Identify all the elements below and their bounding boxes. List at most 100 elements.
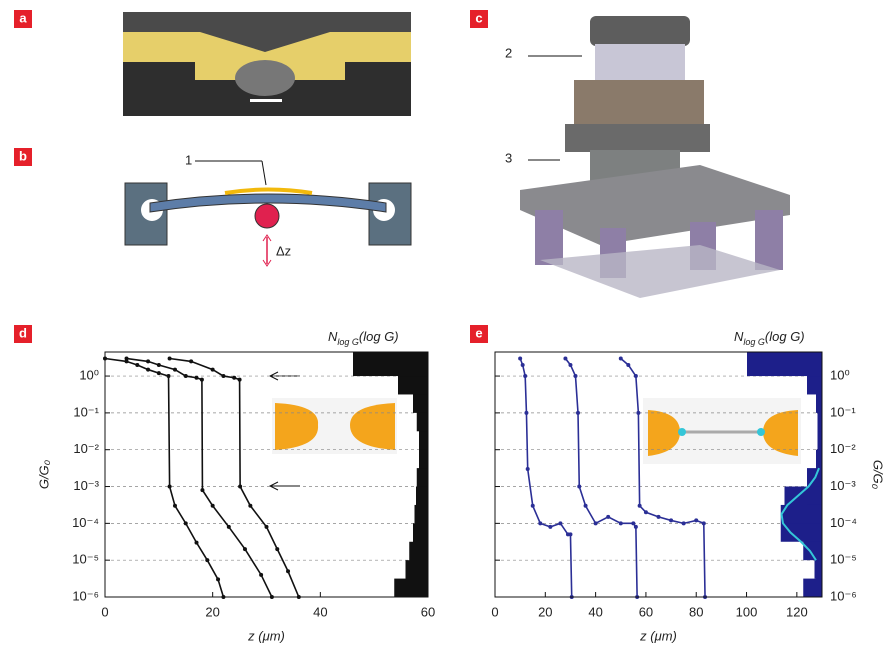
trace-point <box>146 368 150 372</box>
trace-point <box>184 521 188 525</box>
trace-point <box>638 504 642 508</box>
y-tick-label: 10⁻⁶ <box>830 588 857 603</box>
callout: 1 <box>185 152 192 167</box>
y-tick-label: 10⁻⁵ <box>72 552 99 567</box>
trace-point <box>265 525 269 529</box>
trace-point <box>167 374 171 378</box>
trace-point <box>195 541 199 545</box>
trace-point <box>636 411 640 415</box>
callout: Δz <box>276 243 291 258</box>
panel-label: a <box>19 10 27 25</box>
figure: a b c d e 1 Δz 2 3 10⁻⁶10⁻⁵10⁻⁴10⁻³10⁻²1… <box>0 0 885 659</box>
trace-point <box>682 521 686 525</box>
trace-point <box>518 356 522 360</box>
y-axis-label: G/G₀ <box>871 460 885 490</box>
trace-point <box>135 363 139 367</box>
y-tick-label: 10⁻⁵ <box>830 552 857 567</box>
trace-point <box>606 515 610 519</box>
page: a b c d e 1 Δz 2 3 10⁻⁶10⁻⁵10⁻⁴10⁻³10⁻²1… <box>0 0 885 659</box>
histogram-label-sub: log G <box>743 337 765 347</box>
y-tick-label: 10⁻² <box>73 441 99 456</box>
trace-point <box>211 368 215 372</box>
x-tick-label: 60 <box>421 604 435 619</box>
trace-point <box>232 376 236 380</box>
trace-point <box>168 356 172 360</box>
x-tick-label: 20 <box>205 604 219 619</box>
x-tick-label: 0 <box>101 604 108 619</box>
y-tick-label: 10⁻¹ <box>830 404 856 419</box>
trace-point <box>634 374 638 378</box>
trace-point <box>576 411 580 415</box>
trace-point <box>524 411 528 415</box>
histogram-label: Nlog G(log G) <box>734 329 805 347</box>
trace-point <box>531 504 535 508</box>
trace-point <box>521 363 525 367</box>
histogram-label-rest: (log G) <box>359 329 399 344</box>
trace-point <box>573 374 577 378</box>
trace-point <box>558 521 562 525</box>
trace-point <box>619 521 623 525</box>
callout: 2 <box>505 45 512 60</box>
x-tick-label: 40 <box>588 604 602 619</box>
trace-point <box>526 467 530 471</box>
y-tick-label: 10⁻² <box>830 441 856 456</box>
y-tick-label: 10⁻⁴ <box>72 515 99 530</box>
trace-point <box>173 368 177 372</box>
trace-point <box>669 518 673 522</box>
trace-point <box>275 547 279 551</box>
trace-point <box>523 374 527 378</box>
apparatus <box>520 16 790 298</box>
trace-point <box>238 485 242 489</box>
x-tick-label: 120 <box>786 604 808 619</box>
trace-point <box>259 573 263 577</box>
y-tick-label: 10⁻⁶ <box>72 588 99 603</box>
molecule-inset <box>270 372 801 490</box>
trace-point <box>577 485 581 489</box>
trace-point <box>184 374 188 378</box>
histogram-bar <box>747 352 822 376</box>
trace-point <box>286 569 290 573</box>
trace-point <box>216 577 220 581</box>
trace-point <box>146 359 150 363</box>
trace <box>170 358 299 597</box>
histogram-bar <box>353 352 428 376</box>
trace-point <box>568 363 572 367</box>
trace <box>565 358 637 597</box>
trace-point <box>211 504 215 508</box>
trace <box>520 358 572 597</box>
x-axis-label: z (μm) <box>639 628 677 643</box>
trace-point <box>227 525 231 529</box>
trace-point <box>584 504 588 508</box>
trace-point <box>248 504 252 508</box>
y-tick-label: 10⁻³ <box>830 478 856 493</box>
bending-schematic <box>125 161 411 266</box>
trace-point <box>644 510 648 514</box>
trace-point <box>594 521 598 525</box>
trace-point <box>200 488 204 492</box>
panel-label: b <box>19 148 27 163</box>
histogram-label: Nlog G(log G) <box>328 329 399 347</box>
trace-point <box>634 525 638 529</box>
x-tick-label: 100 <box>736 604 758 619</box>
trace-point <box>157 363 161 367</box>
trace-point <box>548 525 552 529</box>
y-tick-label: 10⁰ <box>79 367 99 382</box>
panel-label: c <box>475 10 482 25</box>
trace-point <box>125 356 129 360</box>
trace-point <box>238 378 242 382</box>
trace <box>621 358 705 597</box>
histogram-label-sub: log G <box>337 337 359 347</box>
trace-point <box>702 521 706 525</box>
trace-point <box>568 532 572 536</box>
y-tick-label: 10⁻³ <box>73 478 99 493</box>
trace-point <box>195 376 199 380</box>
panel-label: e <box>475 325 482 340</box>
trace <box>127 358 272 597</box>
y-axis-label: G/G₀ <box>36 459 51 489</box>
y-tick-label: 10⁻⁴ <box>830 515 857 530</box>
trace-point <box>657 515 661 519</box>
x-tick-label: 40 <box>313 604 327 619</box>
histogram-label-rest: (log G) <box>765 329 805 344</box>
panel-label: d <box>19 325 27 340</box>
trace-point <box>631 521 635 525</box>
